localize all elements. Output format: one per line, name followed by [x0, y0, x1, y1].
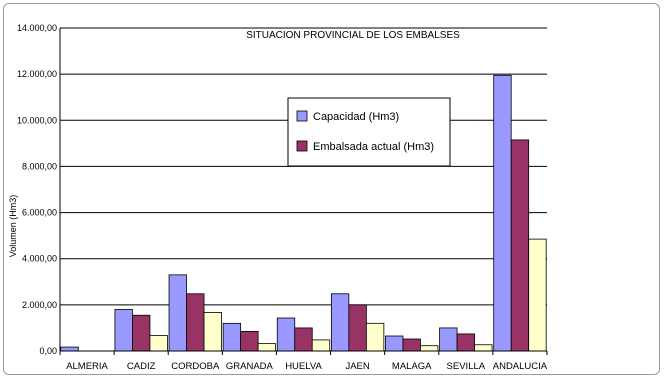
bar-huelva-s1	[276, 317, 296, 352]
chart-title: SITUACION PROVINCIAL DE LOS EMBALSES	[246, 30, 460, 41]
x-tick-label: ALMERIA	[66, 361, 108, 372]
bars	[60, 74, 547, 352]
bar-andalucia-s1	[493, 74, 512, 352]
x-tick-label: CADIZ	[127, 361, 156, 372]
bar-andalucia-s3	[528, 238, 547, 352]
y-tick-label: 0,00	[39, 346, 57, 356]
bar-cadiz-s2	[132, 314, 151, 352]
legend-swatch	[296, 140, 308, 152]
y-tick-label: 8.000,00	[22, 161, 57, 171]
bar-cadiz-s1	[114, 309, 133, 352]
y-tick-label: 4.000,00	[22, 254, 57, 264]
bar-sevilla-s1	[439, 327, 458, 352]
bar-huelva-s2	[294, 327, 313, 352]
x-tick-labels: ALMERIA CADIZ CORDOBA GRANADA HUELVA JAEN MALA…	[66, 361, 548, 372]
bar-cadiz-s3	[149, 335, 168, 352]
bar-cordoba-s1	[168, 274, 187, 352]
legend-label: Embalsada actual (Hm3)	[313, 141, 434, 153]
x-tick-label: GRANADA	[226, 361, 274, 372]
x-tick-label: JAEN	[345, 361, 369, 372]
bar-malaga-s1	[385, 335, 404, 352]
bar-almeria-s1	[60, 346, 79, 352]
y-tick-label: 12.000,00	[17, 69, 57, 79]
bar-sevilla-s3	[474, 344, 493, 352]
bar-cordoba-s2	[186, 293, 205, 352]
bar-granada-s2	[240, 330, 259, 352]
bar-malaga-s2	[402, 338, 421, 352]
legend-box	[287, 97, 451, 167]
y-tick-label: 2.000,00	[22, 300, 57, 310]
bar-sevilla-s2	[456, 333, 475, 352]
x-tick-label: MALAGA	[392, 361, 432, 372]
bar-andalucia-s2	[510, 139, 530, 352]
x-tick-label: SEVILLA	[447, 361, 486, 372]
legend: Capacidad (Hm3) Embalsada actual (Hm3)	[287, 97, 451, 167]
bar-huelva-s3	[311, 339, 331, 352]
gridlines	[60, 27, 547, 306]
chart-frame	[3, 3, 660, 375]
bar-jaen-s3	[365, 322, 385, 352]
bar-jaen-s2	[348, 304, 367, 352]
x-tick-label: CORDOBA	[171, 361, 220, 372]
y-axis-label: Volumen (Hm3)	[8, 195, 18, 258]
legend-swatch	[296, 110, 308, 122]
x-tick-label: ANDALUCIA	[493, 361, 548, 372]
y-tick-labels: 0,00 2.000,00 4.000,00 6.000,00 8.000,00 10.0…	[17, 23, 57, 356]
x-tick-label: HUELVA	[285, 361, 322, 372]
legend-label: Capacidad (Hm3)	[313, 111, 399, 123]
bar-malaga-s3	[420, 345, 439, 352]
bar-jaen-s1	[330, 293, 350, 352]
bar-granada-s3	[257, 343, 277, 352]
bar-granada-s1	[222, 322, 242, 352]
axes	[59, 28, 548, 355]
bar-cordoba-s3	[203, 312, 222, 352]
y-tick-label: 10.000,00	[17, 115, 57, 125]
y-tick-label: 14.000,00	[17, 23, 57, 33]
y-tick-label: 6.000,00	[22, 208, 57, 218]
